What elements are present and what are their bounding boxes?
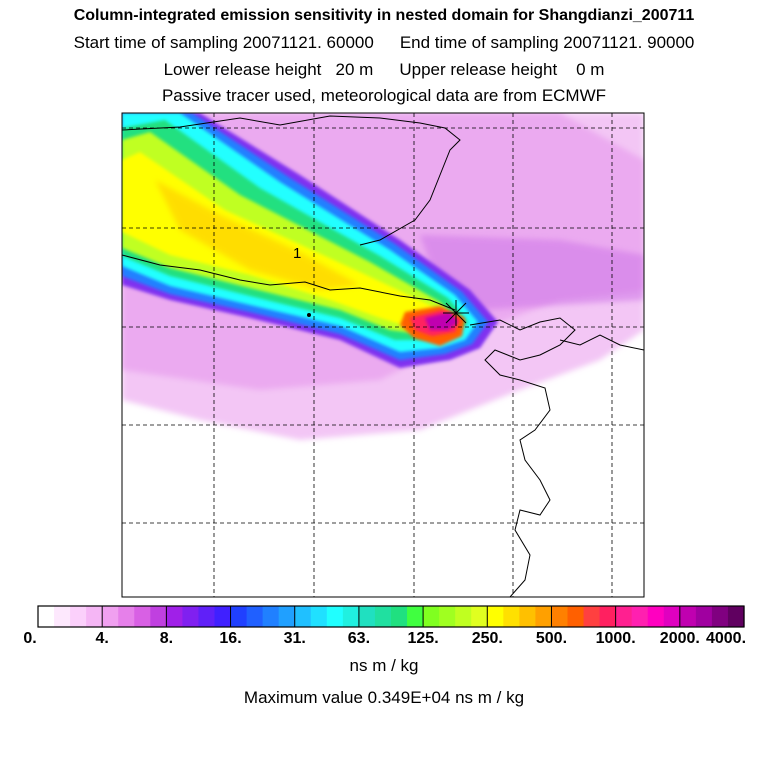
colorbar-tick-label: 4000. xyxy=(705,630,747,647)
colorbar-cell xyxy=(679,606,697,627)
colorbar-tick-label: 125. xyxy=(407,630,439,647)
colorbar-cell xyxy=(150,606,167,627)
colorbar-cell xyxy=(647,606,665,627)
colorbar-cell xyxy=(471,606,488,627)
colorbar-cell xyxy=(358,606,376,627)
city-dot xyxy=(307,313,311,317)
colorbar-tick-label: 0. xyxy=(23,630,37,647)
colorbar-cell xyxy=(615,606,633,627)
end-time-label: End time of sampling 20071121. 90000 xyxy=(399,33,695,52)
colorbar-cell xyxy=(278,606,296,627)
hotspot-magenta xyxy=(425,312,458,330)
plume-yellow xyxy=(122,152,448,330)
colorbar-unit: ns m / kg xyxy=(349,656,419,675)
colorbar-frame xyxy=(37,605,745,628)
colorbar-cells xyxy=(38,606,745,627)
colorbar-tick-label: 500. xyxy=(535,630,568,647)
colorbar-cell xyxy=(551,606,569,627)
receptor-marker xyxy=(443,300,469,326)
colorbar-tick-label: 2000. xyxy=(659,630,700,647)
colorbar-cell xyxy=(214,606,232,627)
colorbar-cell xyxy=(663,606,681,627)
colorbar-cell xyxy=(246,606,264,627)
colorbar-cell xyxy=(727,606,745,627)
colorbar-cell xyxy=(583,606,601,627)
colorbar-tick-label: 250. xyxy=(471,630,503,647)
plume-position-label: 1 xyxy=(293,245,301,262)
plot-title: Column-integrated emission sensitivity i… xyxy=(73,7,695,24)
sampling-time-line: Start time of sampling 20071121. 60000 En… xyxy=(0,33,768,53)
maximum-value-text: Maximum value 0.349E+04 ns m / kg xyxy=(243,688,525,707)
colorbar-separators xyxy=(101,606,681,627)
colorbar-cell xyxy=(102,606,119,627)
colorbar-cell xyxy=(310,606,328,627)
colorbar-tick-label: 1000. xyxy=(595,630,636,647)
sensitivity-field xyxy=(122,113,644,597)
colorbar-cell xyxy=(519,606,537,627)
colorbar-cell xyxy=(54,606,71,627)
coastline-peninsula xyxy=(559,334,644,351)
colorbar-cell xyxy=(567,606,585,627)
border-line-west xyxy=(122,254,456,311)
colorbar-cell xyxy=(86,606,103,627)
colorbar-cell xyxy=(134,606,151,627)
coastline-east xyxy=(469,317,576,597)
colorbar-cell xyxy=(487,606,504,627)
colorbar-tick-label: 4. xyxy=(95,630,109,647)
colorbar-cell xyxy=(711,606,729,627)
colorbar-cell xyxy=(374,606,392,627)
colorbar-cell xyxy=(423,606,440,627)
colorbar-cell xyxy=(407,606,424,627)
lower-release-label: Lower release height 20 m xyxy=(163,60,374,79)
upper-release-label: Upper release height 0 m xyxy=(399,60,605,79)
tracer-note: Passive tracer used, meteorological data… xyxy=(161,86,607,105)
colorbar-cell xyxy=(439,606,456,627)
colorbar-cell xyxy=(230,606,248,627)
map-frame xyxy=(121,112,645,598)
release-height-line: Lower release height 20 m Upper release h… xyxy=(0,60,768,80)
colorbar-cell xyxy=(455,606,472,627)
colorbar-cell xyxy=(631,606,649,627)
colorbar-cell xyxy=(262,606,280,627)
lat-lon-grid xyxy=(122,113,644,597)
colorbar-cell xyxy=(166,606,184,627)
colorbar-cell xyxy=(182,606,200,627)
colorbar-cell xyxy=(503,606,520,627)
colorbar-cell xyxy=(695,606,713,627)
colorbar-cell xyxy=(326,606,344,627)
colorbar-cell xyxy=(38,606,55,627)
plume-yellow-core xyxy=(155,180,360,290)
colorbar-tick-label: 16. xyxy=(219,630,242,647)
colorbar-cell xyxy=(70,606,87,627)
colorbar-cell xyxy=(391,606,408,627)
colorbar-tick-label: 8. xyxy=(159,630,174,647)
colorbar-cell xyxy=(342,606,360,627)
colorbar-cell xyxy=(294,606,312,627)
colorbar-tick-label: 63. xyxy=(347,630,371,647)
colorbar-cell xyxy=(535,606,553,627)
colorbar-cell xyxy=(198,606,216,627)
field-haze-east xyxy=(420,235,644,310)
colorbar-cell xyxy=(118,606,135,627)
colorbar-tick-label: 31. xyxy=(283,630,306,647)
start-time-label: Start time of sampling 20071121. 60000 xyxy=(73,33,374,52)
colorbar-cell xyxy=(599,606,617,627)
